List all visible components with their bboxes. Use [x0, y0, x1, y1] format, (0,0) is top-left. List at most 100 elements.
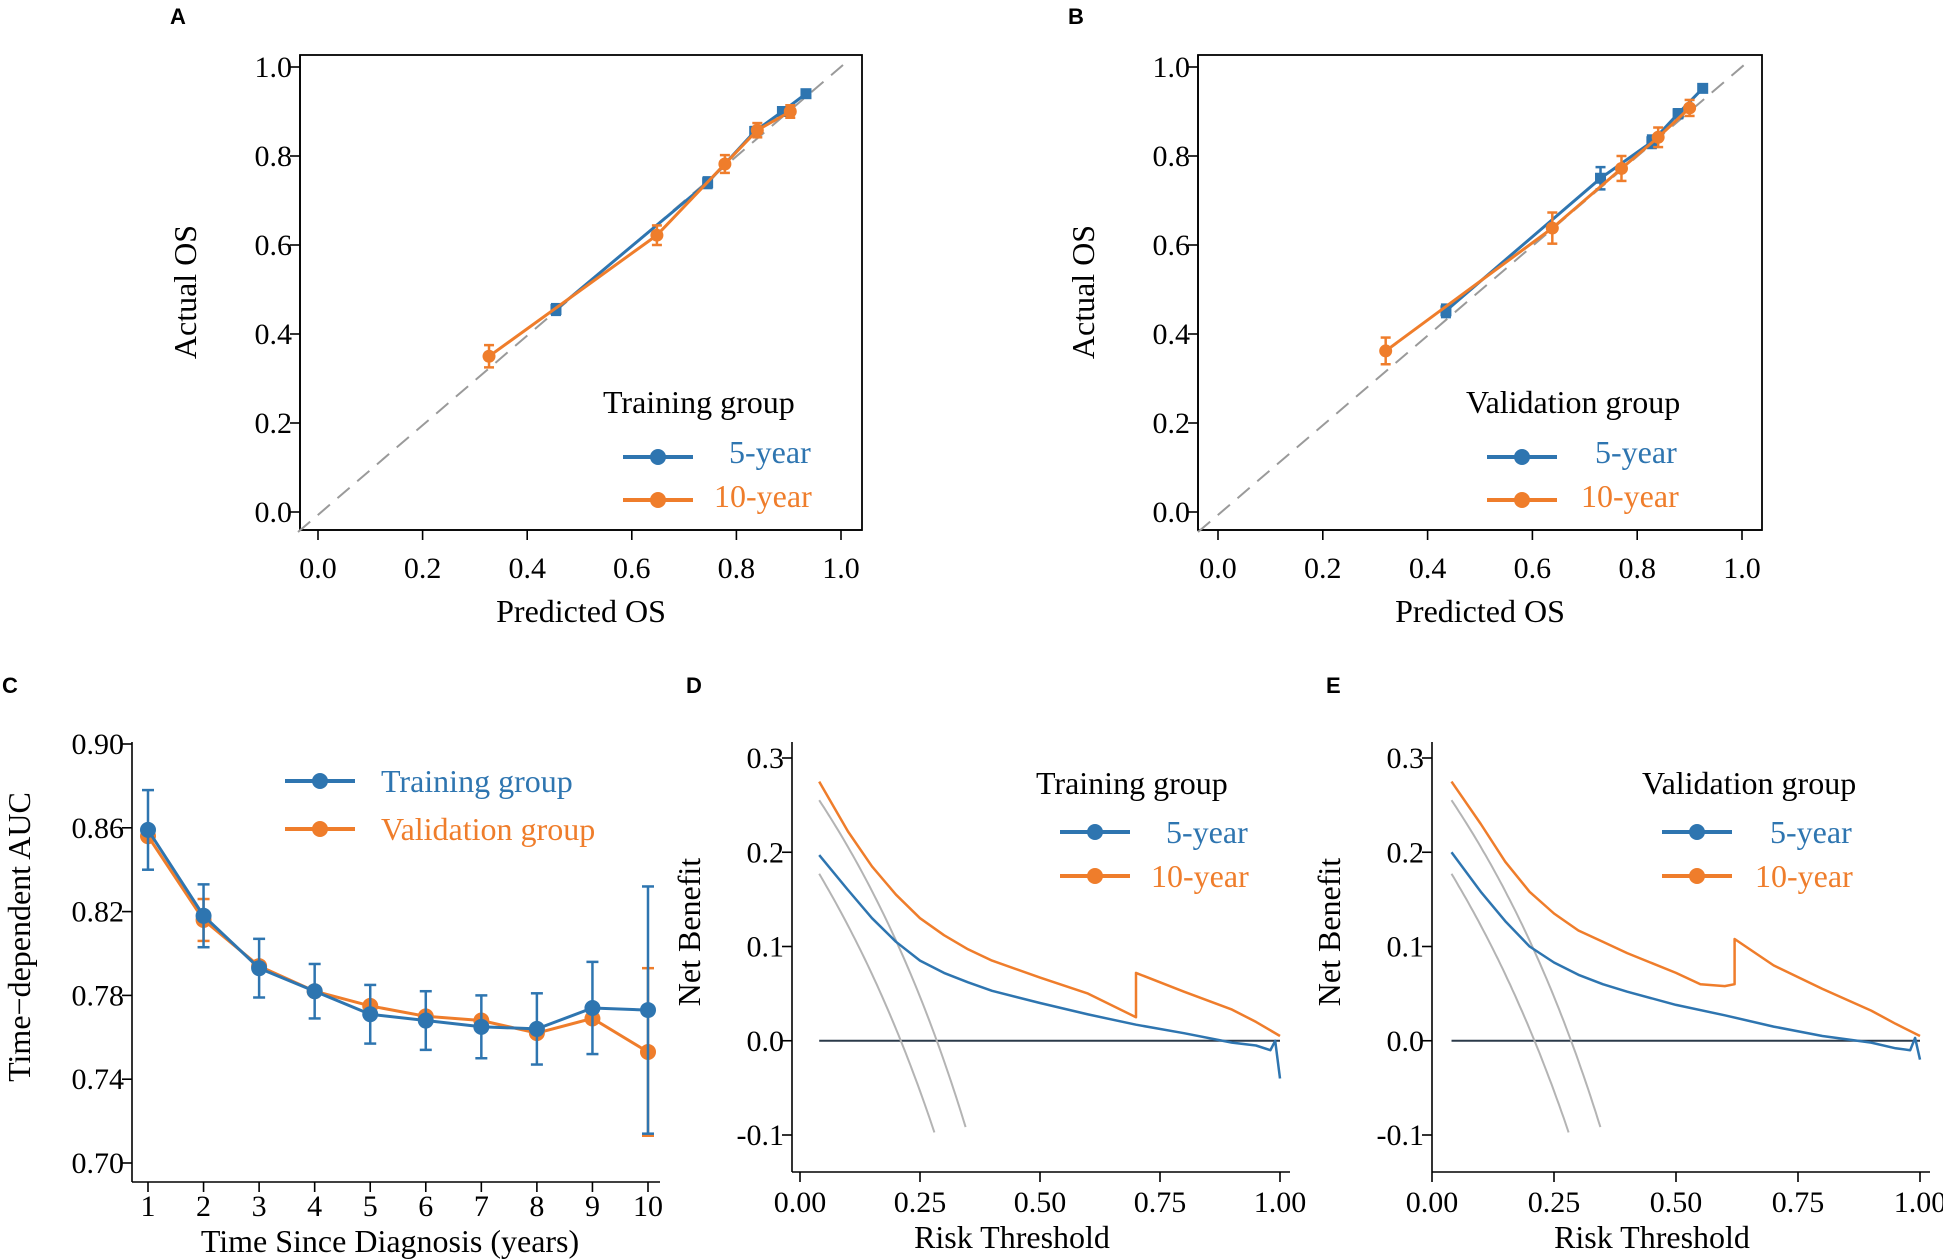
y-ticks: -0.1 0.0 0.1 0.2 0.3: [737, 742, 792, 1152]
x-tick-label: 0.2: [1304, 552, 1342, 585]
y-tick-label: 0.8: [255, 140, 293, 173]
series-line-5-year: [555, 92, 807, 311]
data-point: [783, 105, 797, 118]
y-tick-label: 0.2: [255, 407, 293, 440]
x-tick-label: 6: [418, 1190, 433, 1223]
data-point: [640, 1002, 656, 1019]
y-tick-label: 0.90: [72, 728, 125, 761]
legend-marker-10-year: [650, 492, 666, 508]
y-axis-title: Time−dependent AUC: [1, 792, 37, 1082]
x-tick-label: 3: [252, 1190, 267, 1223]
data-point: [195, 907, 212, 924]
data-point: [1683, 101, 1697, 115]
x-tick-label: 0.75: [1772, 1186, 1825, 1219]
y-tick-label: 0.1: [747, 931, 785, 964]
x-tick-label: 1: [141, 1190, 156, 1223]
x-tick-label: 9: [585, 1190, 600, 1223]
data-point: [584, 999, 601, 1016]
x-tick-label: 0.8: [1618, 552, 1656, 585]
x-tick-label: 10: [633, 1190, 663, 1223]
legend-title: Training group: [603, 384, 795, 420]
data-point: [417, 1012, 434, 1029]
x-tick-label: 0.8: [718, 552, 756, 585]
x-ticks: 1 2 3 4 5 6 7 8 9 10: [141, 1182, 663, 1223]
series-line-5-year: [818, 854, 1282, 1079]
data-point: [362, 1006, 379, 1023]
y-tick-label: 0.86: [72, 812, 125, 845]
y-tick-label: 0.3: [1387, 742, 1425, 775]
panel-e-decision-curve-validation: E 0.00 0.25 0.50 0.75 1.00 -0.10.00.10.20.3 …: [1311, 673, 1943, 1255]
data-point: [1651, 130, 1665, 144]
data-point: [482, 349, 496, 363]
series-line-10-year: [1384, 106, 1691, 353]
treat-all-curve: [1450, 873, 1570, 1133]
data-point: [750, 123, 764, 137]
series-line-5-year: [1450, 851, 1922, 1060]
y-ticks: 0.0 0.2 0.4 0.6 0.8 1.0: [1153, 51, 1198, 529]
legend-label-5-year: 5-year: [1770, 814, 1852, 850]
legend-marker-5-year: [650, 449, 666, 465]
y-tick-label: 0.0: [747, 1025, 785, 1058]
treat-all-curve: [818, 799, 967, 1128]
panel-label: C: [2, 673, 18, 698]
data-point: [776, 106, 788, 117]
x-tick-label: 0.00: [774, 1186, 827, 1219]
panel-label: E: [1326, 673, 1341, 698]
x-tick-label: 0.6: [1514, 552, 1552, 585]
legend-marker-10-year: [1514, 492, 1530, 508]
legend-label-10-year: 10-year: [714, 478, 812, 514]
x-axis-title: Predicted OS: [1395, 593, 1565, 629]
x-ticks: 0.00 0.25 0.50 0.75 1.00: [1406, 1172, 1943, 1219]
legend-label-10-year: 10-year: [1581, 478, 1679, 514]
x-tick-label: 5: [363, 1190, 378, 1223]
x-axis-title: Predicted OS: [496, 593, 666, 629]
x-tick-label: 1.00: [1254, 1186, 1307, 1219]
x-tick-label: 1.0: [1723, 552, 1761, 585]
x-axis-title: Risk Threshold: [1554, 1219, 1750, 1255]
diagonal-reference: [297, 64, 844, 533]
legend-label-training: Training group: [381, 763, 573, 799]
data-point: [1595, 172, 1607, 184]
y-axis-title: Net Benefit: [1311, 858, 1347, 1007]
y-tick-label: 0.4: [255, 318, 293, 351]
x-axis-title: Time Since Diagnosis (years): [201, 1223, 579, 1259]
panel-a-calibration-training: A 0.0 0.2 0.4 0.6 0.8 1.0 0.00.20.40.60.81.0 …: [167, 4, 863, 629]
y-tick-label: 1.0: [1153, 51, 1191, 84]
x-ticks: 0.0 0.2 0.4 0.6 0.8 1.0: [1199, 530, 1761, 585]
legend: Training group Validation group: [285, 763, 595, 847]
x-ticks: 0.00 0.25 0.50 0.75 1.00: [774, 1172, 1307, 1219]
legend-marker-10-year: [1087, 868, 1103, 884]
y-tick-label: 0.3: [747, 742, 785, 775]
y-tick-label: 0.8: [1153, 140, 1191, 173]
legend-marker-10-year: [1689, 868, 1705, 884]
panel-b-calibration-validation: B 0.0 0.2 0.4 0.6 0.8 1.0 0.00.20.40.60.81.0 …: [1065, 4, 1763, 629]
treat-all-curve: [818, 873, 936, 1133]
legend: Validation group 5-year 10-year: [1466, 384, 1680, 514]
data-point: [251, 960, 268, 977]
data-point: [1697, 82, 1709, 94]
y-tick-label: 0.6: [1153, 229, 1191, 262]
x-tick-label: 0.25: [1528, 1186, 1581, 1219]
legend: Training group 5-year 10-year: [603, 384, 812, 514]
plot-area: [140, 788, 656, 1138]
data-point: [1379, 344, 1393, 358]
legend-label-validation: Validation group: [381, 811, 595, 847]
plot-area: [297, 64, 844, 533]
plot-area: [818, 780, 1282, 1133]
legend-marker-5-year: [1514, 449, 1530, 465]
legend-title: Training group: [1036, 765, 1228, 801]
x-tick-label: 0.0: [1199, 552, 1237, 585]
legend-label-5-year: 5-year: [729, 434, 811, 470]
y-tick-label: -0.1: [737, 1119, 785, 1152]
series-line-Validation group: [146, 835, 649, 1054]
y-tick-label: 0.4: [1153, 318, 1191, 351]
legend-label-5-year: 5-year: [1166, 814, 1248, 850]
y-tick-label: 0.2: [747, 836, 785, 869]
y-tick-label: 0.0: [1153, 496, 1191, 529]
data-point: [1614, 161, 1628, 175]
y-tick-label: 0.2: [1153, 407, 1191, 440]
legend-title: Validation group: [1466, 384, 1680, 420]
legend-marker-training: [312, 773, 328, 789]
data-point: [473, 1018, 490, 1035]
